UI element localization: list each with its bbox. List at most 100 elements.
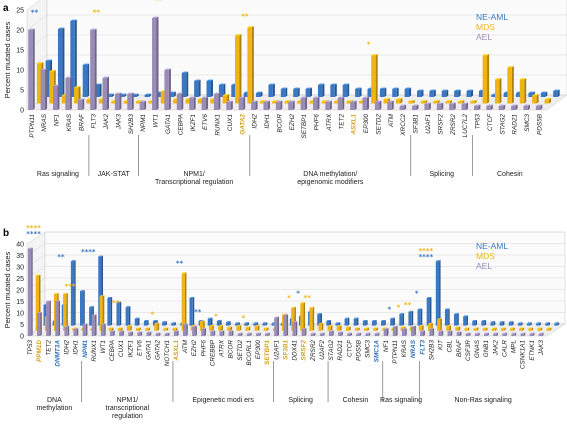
bar-top [554, 322, 560, 324]
bar-ael-bcor [228, 330, 234, 336]
bar-top [309, 306, 315, 308]
bar-front [77, 100, 83, 110]
bar-front [418, 326, 423, 331]
bar-side [248, 326, 251, 331]
bar-top [337, 96, 345, 98]
bar-front [408, 311, 412, 326]
bar-front [392, 326, 397, 336]
bar-top [256, 91, 263, 93]
bar-side [113, 330, 115, 336]
bar-neaml-setd2 [253, 322, 259, 326]
bar-front [218, 326, 222, 331]
y-tick-label: 20 [16, 28, 24, 35]
bar-front [326, 321, 330, 326]
bar-front [362, 321, 367, 326]
bar-ael-xrcc2 [399, 104, 407, 110]
bar-side [376, 327, 379, 331]
bar-top [254, 325, 260, 327]
bar-side [250, 332, 252, 336]
bar-side [32, 28, 35, 110]
bar-neaml-bcorl1 [262, 322, 268, 326]
bar-neaml-smc1a [390, 317, 395, 326]
bar-front [383, 329, 387, 336]
bar-ael-gata2 [155, 332, 161, 336]
bar-side [74, 19, 77, 97]
bar-side [475, 319, 478, 326]
gene-label-tp53: TP53 [27, 340, 34, 356]
bar-mds-ep300 [263, 327, 269, 331]
gene-label-kras: KRAS [401, 339, 408, 357]
bar-top [417, 89, 424, 91]
gene-label-bcor: BCOR [228, 340, 235, 359]
bar-front [189, 298, 193, 326]
bar-ael-ikzf1 [189, 96, 196, 110]
bar-top [73, 328, 79, 330]
bar-top [301, 328, 307, 330]
bar-neaml-jak3 [132, 93, 139, 97]
bar-neaml-ezh2 [305, 87, 313, 97]
bar-front [427, 323, 432, 331]
bar-side [321, 322, 324, 331]
gene-label-setbp1: SETBP1 [264, 340, 271, 365]
bar-front [367, 89, 372, 97]
bar-mds-smc3 [373, 327, 379, 331]
bar-front [35, 275, 39, 331]
bar-mds-luc7l2 [470, 100, 477, 104]
stars-mds-srsf2: ** [304, 294, 312, 302]
bar-front [335, 323, 339, 326]
bar-top [362, 96, 369, 98]
bar-top [519, 327, 524, 329]
bar-front [162, 322, 166, 326]
bar-neaml-braf [472, 319, 478, 326]
bar-side [495, 327, 497, 331]
bar-front [373, 328, 377, 331]
bar-front [345, 327, 350, 331]
group-label: NPM1/ [117, 397, 138, 404]
bar-front [254, 326, 258, 331]
gene-label-pds5b: PDS5B [355, 339, 362, 361]
bar-front [100, 324, 105, 336]
bar-top [107, 296, 113, 298]
bar-front [481, 321, 485, 326]
bar-front [244, 323, 248, 326]
gene-label-gata2: GATA2 [155, 340, 162, 360]
bar-front [199, 321, 204, 331]
bar-neaml-u2af1 [441, 89, 449, 97]
gene-label-atm: ATM [182, 339, 189, 354]
bar-side [470, 89, 473, 97]
gene-label-atrx: ATRX [326, 113, 333, 131]
bar-front [201, 98, 207, 110]
bar-front [293, 89, 298, 97]
y-tick-label: 5 [20, 322, 24, 329]
bar-top [491, 327, 497, 329]
bar-top [164, 332, 170, 334]
bar-side [334, 83, 337, 97]
legend-neaml: NE-AML [476, 241, 508, 251]
bar-side [499, 78, 502, 104]
bar-front [374, 102, 380, 110]
gene-label-pds5b: PDS5B [536, 113, 543, 135]
bar-top [532, 94, 539, 96]
bar-neaml-kit [454, 313, 459, 326]
stars-mds-setd2: * [242, 314, 246, 322]
gene-label-zrsr2: ZRSR2 [450, 114, 457, 136]
bar-side [540, 104, 543, 110]
bar-front [194, 81, 199, 97]
bar-top [90, 28, 97, 30]
gridline [26, 0, 41, 11]
bar-top [152, 319, 158, 321]
group-label: DNA methylation/ [303, 171, 357, 178]
bar-side [342, 96, 345, 110]
bar-side [67, 325, 70, 336]
bar-neaml-tet2 [355, 87, 362, 97]
bar-top [283, 314, 289, 316]
bar-front [412, 106, 417, 110]
gene-label-zrsr2: ZRSR2 [310, 340, 317, 362]
bar-ael-nras [40, 68, 48, 110]
bar-side [476, 327, 479, 331]
bar-top [125, 306, 131, 308]
bar-side [329, 100, 332, 110]
gene-label-idh2: IDH2 [64, 340, 71, 355]
bar-front [461, 104, 467, 110]
